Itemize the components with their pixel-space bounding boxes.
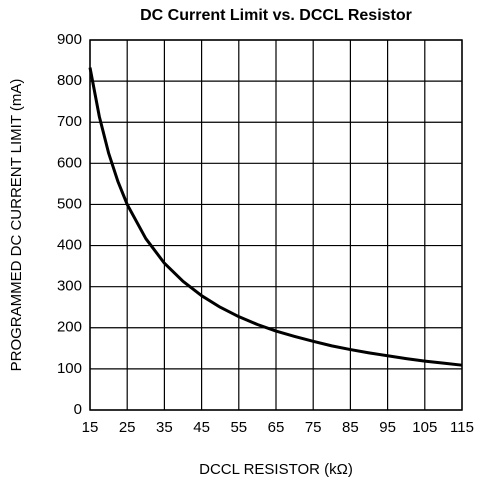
x-axis-label: DCCL RESISTOR (kΩ) bbox=[199, 461, 353, 478]
x-tick-label: 85 bbox=[342, 419, 359, 436]
x-tick-label: 65 bbox=[268, 419, 285, 436]
plot-border bbox=[89, 39, 463, 411]
y-tick-label: 900 bbox=[57, 31, 82, 48]
x-tick-label: 95 bbox=[379, 419, 396, 436]
y-tick-label: 700 bbox=[57, 113, 82, 130]
y-tick-label: 300 bbox=[57, 278, 82, 295]
x-tick-label: 75 bbox=[305, 419, 322, 436]
y-tick-label: 200 bbox=[57, 319, 82, 336]
x-tick-label: 45 bbox=[193, 419, 210, 436]
y-tick-label: 100 bbox=[57, 360, 82, 377]
chart-title: DC Current Limit vs. DCCL Resistor bbox=[140, 7, 412, 24]
x-tick-label: 55 bbox=[230, 419, 247, 436]
y-tick-label: 0 bbox=[74, 401, 82, 418]
y-tick-label: 400 bbox=[57, 237, 82, 254]
data-line bbox=[88, 67, 463, 367]
x-tick-label: 105 bbox=[412, 419, 437, 436]
x-tick-label: 25 bbox=[119, 419, 136, 436]
x-tick-label: 15 bbox=[82, 419, 99, 436]
x-tick-label: 115 bbox=[450, 419, 474, 436]
y-axis-label: PROGRAMMED DC CURRENT LIMIT (mA) bbox=[8, 79, 25, 372]
x-tick-label: 35 bbox=[156, 419, 173, 436]
y-tick-label: 600 bbox=[57, 154, 82, 171]
y-tick-label: 800 bbox=[57, 72, 82, 89]
y-tick-label: 500 bbox=[57, 195, 82, 212]
